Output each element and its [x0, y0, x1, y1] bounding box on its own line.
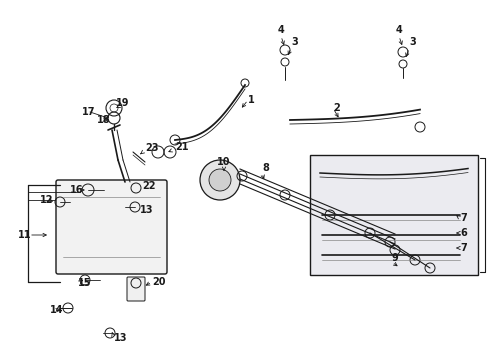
Text: 5: 5: [486, 210, 488, 220]
Text: 15: 15: [78, 278, 91, 288]
Text: 12: 12: [40, 195, 53, 205]
Text: 14: 14: [50, 305, 63, 315]
Circle shape: [208, 169, 230, 191]
Text: 17: 17: [82, 107, 95, 117]
Text: 18: 18: [97, 115, 110, 125]
FancyBboxPatch shape: [127, 277, 145, 301]
Text: 13: 13: [114, 333, 127, 343]
Text: 6: 6: [459, 228, 466, 238]
Text: 4: 4: [395, 25, 402, 35]
Text: 13: 13: [140, 205, 153, 215]
Text: 10: 10: [217, 157, 230, 167]
Text: 11: 11: [18, 230, 31, 240]
Text: 16: 16: [70, 185, 83, 195]
Text: 8: 8: [262, 163, 268, 173]
Text: 23: 23: [145, 143, 158, 153]
Text: 1: 1: [247, 95, 254, 105]
Text: 7: 7: [459, 243, 466, 253]
FancyBboxPatch shape: [56, 180, 167, 274]
Text: 20: 20: [152, 277, 165, 287]
Text: 9: 9: [391, 253, 398, 263]
Bar: [309, 155, 477, 275]
Text: 19: 19: [116, 98, 129, 108]
Text: 21: 21: [175, 142, 188, 152]
Text: 3: 3: [408, 37, 415, 47]
Text: 4: 4: [277, 25, 284, 35]
Circle shape: [200, 160, 240, 200]
Text: 3: 3: [290, 37, 297, 47]
Text: 22: 22: [142, 181, 155, 191]
Text: 2: 2: [332, 103, 339, 113]
Text: 7: 7: [459, 213, 466, 223]
